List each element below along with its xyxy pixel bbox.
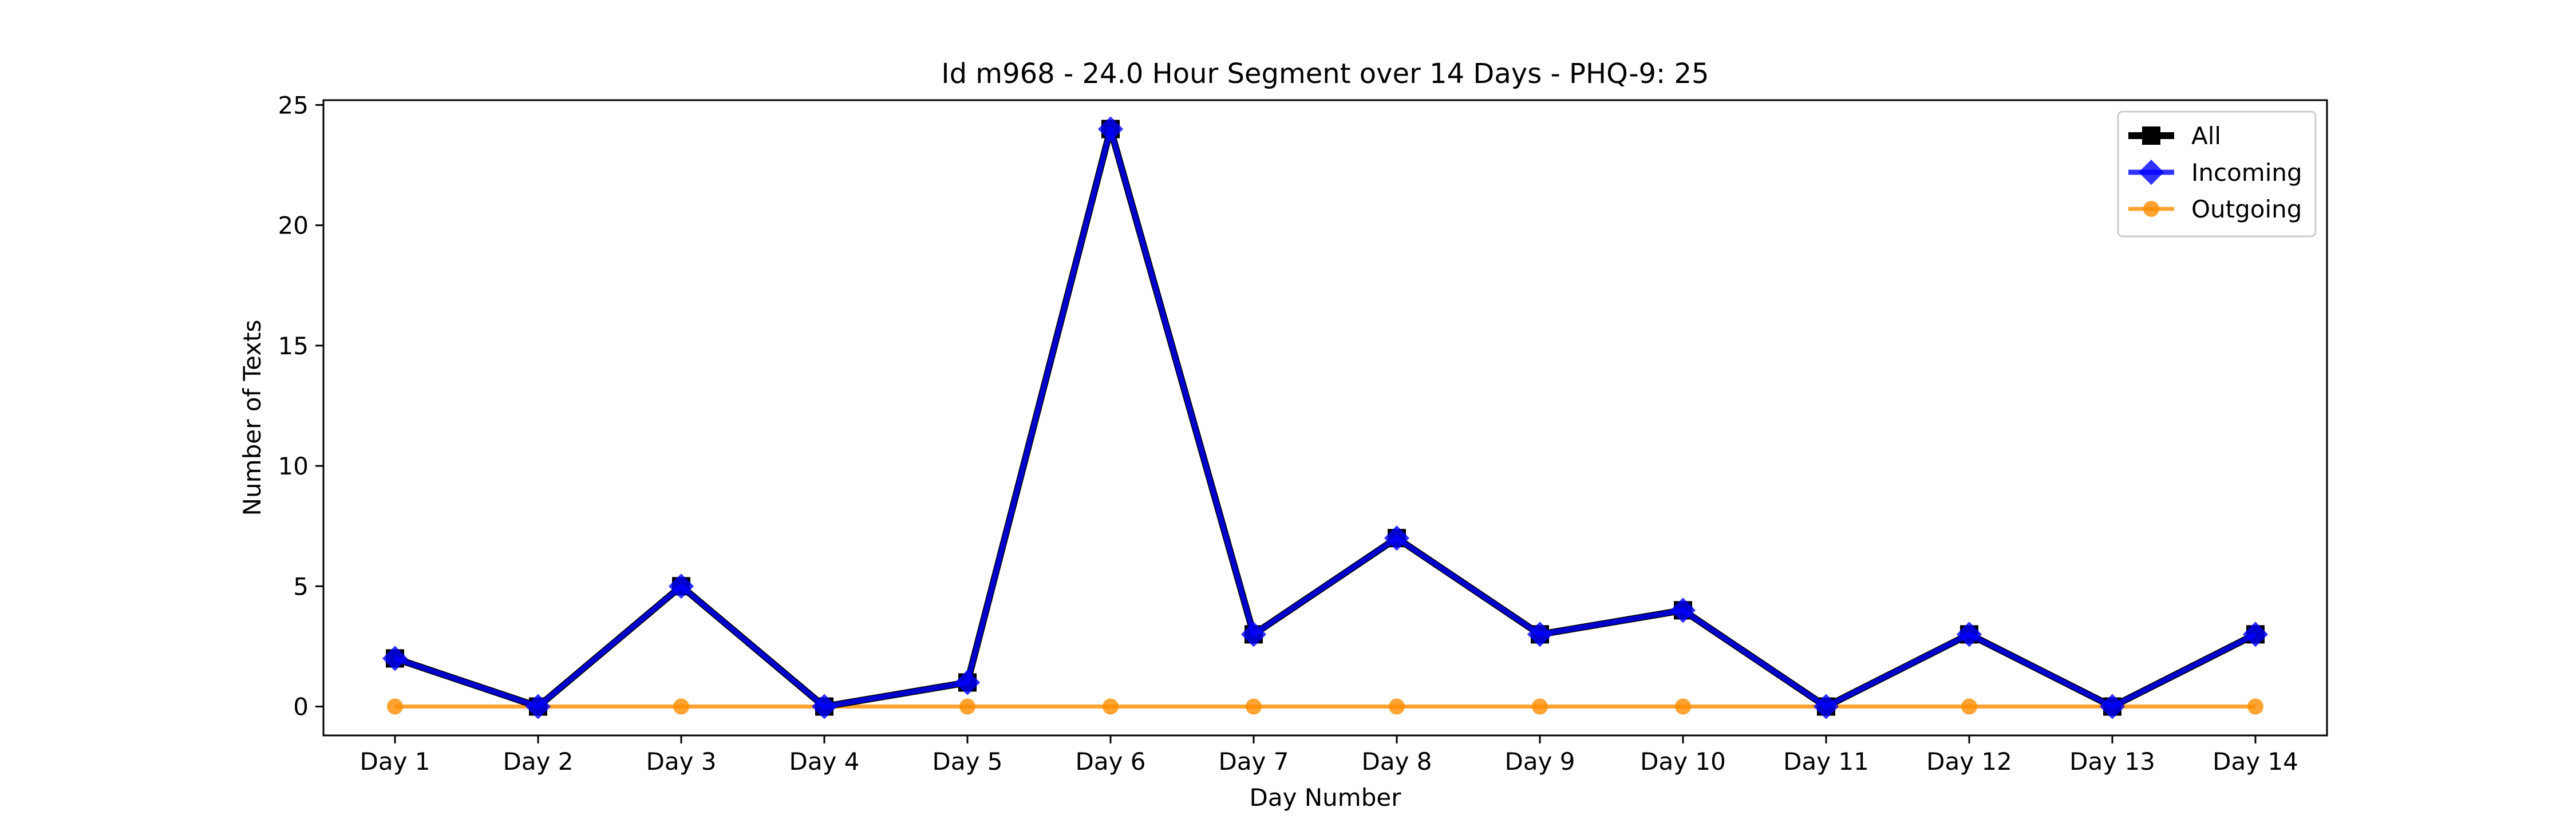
data-point-outgoing	[1103, 698, 1119, 715]
x-axis-label: Day Number	[1249, 784, 1401, 812]
data-point-incoming	[1240, 622, 1267, 647]
data-point-outgoing	[1961, 698, 1977, 715]
series-line-incoming	[394, 126, 2257, 710]
data-point-outgoing	[1675, 698, 1691, 715]
data-point-outgoing	[673, 698, 689, 715]
y-tick-label: 25	[278, 91, 309, 119]
y-tick-label: 20	[278, 212, 309, 240]
y-tick-label: 5	[293, 572, 309, 600]
y-tick-label: 10	[278, 452, 309, 480]
data-point-incoming	[1527, 622, 1553, 647]
legend-marker-all	[2142, 126, 2160, 145]
data-point-incoming	[668, 573, 694, 599]
x-tick-label: Day 5	[932, 747, 1002, 775]
data-point-outgoing	[1532, 698, 1548, 715]
x-tick-label: Day 9	[1504, 747, 1575, 775]
data-point-incoming	[2099, 694, 2125, 719]
legend-box	[2117, 110, 2317, 238]
x-tick-label: Day 7	[1218, 747, 1289, 775]
x-tick-label: Day 10	[1640, 747, 1726, 775]
data-point-incoming	[1956, 622, 1982, 647]
data-point-incoming	[525, 694, 551, 719]
data-point-incoming	[382, 646, 408, 671]
data-point-incoming	[811, 694, 837, 719]
legend-marker-incoming	[2138, 159, 2164, 185]
y-tick-label: 0	[293, 693, 309, 721]
data-point-incoming	[954, 670, 981, 695]
legend-label-outgoing: Outgoing	[2191, 195, 2302, 223]
x-tick-label: Day 3	[646, 747, 716, 775]
chart-title: Id m968 - 24.0 Hour Segment over 14 Days…	[941, 58, 1709, 90]
x-tick-label: Day 13	[2069, 747, 2155, 775]
data-point-incoming	[1813, 694, 1839, 719]
x-tick-label: Day 6	[1075, 747, 1145, 775]
data-point-outgoing	[1246, 698, 1262, 715]
legend-label-incoming: Incoming	[2191, 159, 2302, 187]
y-tick-label: 15	[278, 332, 309, 360]
x-tick-label: Day 11	[1783, 747, 1869, 775]
legend-marker-outgoing	[2143, 201, 2159, 217]
x-tick-label: Day 8	[1361, 747, 1432, 775]
plot-area: 0 5 10 15 20 25 Day 1 Day 2 Day 3 Day 4 Day 5 Day 6…	[278, 91, 2298, 775]
x-tick-label: Day 12	[1926, 747, 2012, 775]
x-tick-label: Day 1	[359, 747, 430, 775]
data-point-outgoing	[2247, 698, 2263, 715]
x-tick-label: Day 4	[789, 747, 859, 775]
y-axis-label: Number of Texts	[238, 320, 266, 516]
plot-frame	[322, 99, 2328, 737]
x-tick-label: Day 2	[503, 747, 573, 775]
data-point-outgoing	[387, 698, 403, 715]
data-point-incoming	[2242, 622, 2269, 647]
data-point-incoming	[1097, 116, 1124, 142]
data-point-outgoing	[1389, 698, 1405, 715]
data-point-outgoing	[959, 698, 975, 715]
x-tick-label: Day 14	[2212, 747, 2298, 775]
data-point-incoming	[1384, 525, 1410, 551]
legend: All Incoming Outgoing	[2117, 110, 2317, 238]
data-point-incoming	[1670, 598, 1696, 623]
legend-label-all: All	[2191, 122, 2221, 150]
